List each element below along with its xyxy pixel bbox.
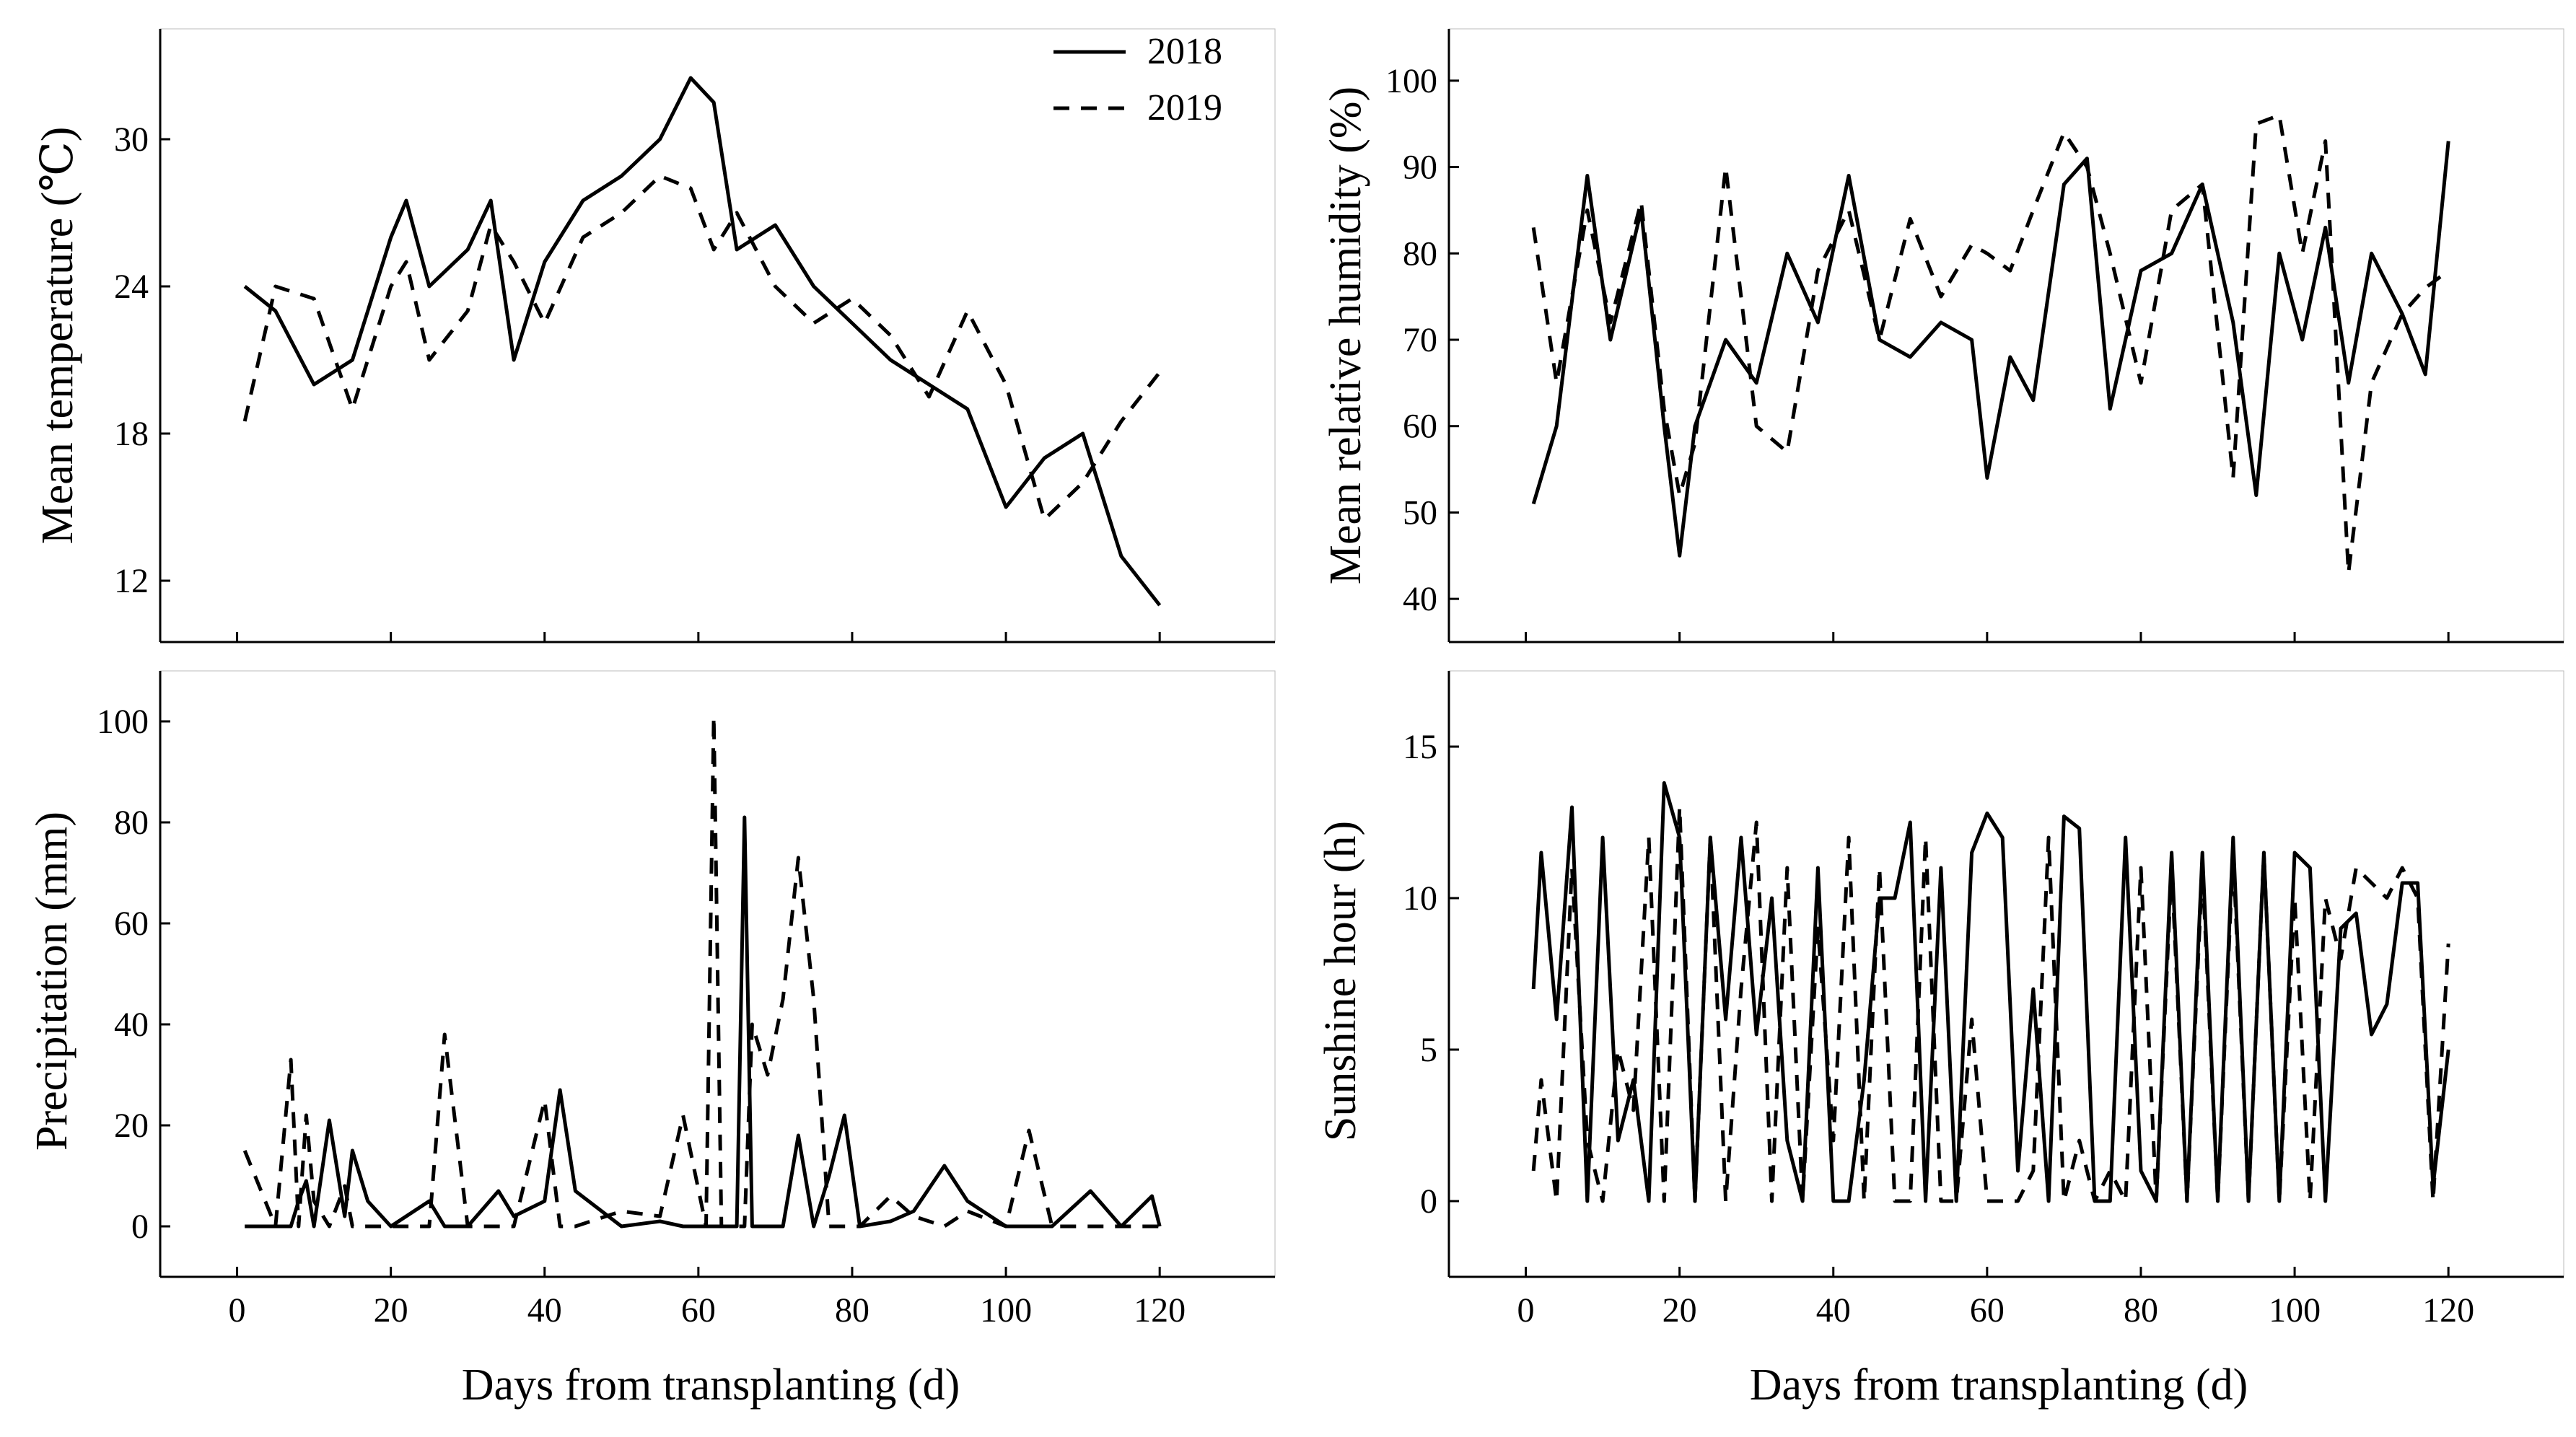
y-axis-title: Mean temperature (℃) <box>33 127 82 545</box>
y-tick-label: 70 <box>1403 321 1437 359</box>
series-line-2019 <box>242 174 1162 522</box>
plot-frame <box>1448 670 2564 1278</box>
y-axis-title: Sunshine hour (h) <box>1316 821 1365 1141</box>
legend: 2018 2019 <box>1053 31 1222 128</box>
y-tick-label: 0 <box>131 1208 149 1246</box>
y-tick-label: 60 <box>114 905 149 943</box>
legend-label-2019: 2019 <box>1147 87 1222 128</box>
x-tick-label: 80 <box>2124 1291 2158 1330</box>
y-tick-label: 100 <box>97 703 149 741</box>
y-tick-label: 100 <box>1385 62 1437 100</box>
axis-ticks: 40 50 60 70 80 90 100 <box>1385 62 2450 642</box>
y-tick-label: 18 <box>114 415 149 453</box>
x-tick-label: 100 <box>2269 1291 2321 1330</box>
y-tick-label: 80 <box>1403 234 1437 273</box>
x-tick-label: 20 <box>1662 1291 1697 1330</box>
series-line-2018 <box>243 76 1162 607</box>
axis-ticks: 0 20 40 60 80 100 120 0 20 40 60 80 100 <box>97 703 1186 1330</box>
axis-ticks: 12 18 24 30 <box>114 120 1161 642</box>
series-lines <box>1531 113 2450 575</box>
y-tick-label: 15 <box>1403 728 1437 766</box>
y-tick-label: 90 <box>1403 149 1437 187</box>
series-line-2018 <box>1531 141 2450 558</box>
panel-humidity: 40 50 60 70 80 90 100 Mean relative humidity (… <box>1321 28 2564 643</box>
y-tick-label: 50 <box>1403 493 1437 532</box>
x-tick-label: 0 <box>1517 1291 1535 1330</box>
y-tick-label: 0 <box>1420 1182 1437 1221</box>
series-line-2019 <box>1531 113 2450 575</box>
series-line-2019 <box>1531 805 2450 1203</box>
y-tick-label: 24 <box>114 268 149 306</box>
legend-label-2018: 2018 <box>1147 31 1222 72</box>
x-axis-title: Days from transplanting (d) <box>462 1361 960 1410</box>
y-axis-title: Mean relative humidity (%) <box>1321 87 1370 584</box>
y-tick-label: 30 <box>114 120 149 159</box>
y-tick-label: 5 <box>1420 1031 1437 1069</box>
x-tick-label: 80 <box>835 1291 869 1330</box>
y-tick-label: 40 <box>114 1006 149 1044</box>
series-lines <box>242 76 1162 607</box>
x-axis-title: Days from transplanting (d) <box>1750 1361 2248 1410</box>
y-tick-label: 20 <box>114 1107 149 1145</box>
x-tick-label: 20 <box>374 1291 408 1330</box>
panel-precipitation: 0 20 40 60 80 100 120 0 20 40 60 80 100 Precipitatio… <box>27 670 1276 1410</box>
y-tick-label: 60 <box>1403 408 1437 446</box>
series-lines <box>1531 781 2450 1203</box>
y-tick-label: 12 <box>114 562 149 600</box>
x-tick-label: 100 <box>980 1291 1032 1330</box>
panel-temperature: 12 18 24 30 Mean temperature (℃) 2018 2019 <box>33 28 1276 643</box>
x-tick-label: 0 <box>229 1291 246 1330</box>
y-tick-label: 40 <box>1403 580 1437 618</box>
y-tick-label: 80 <box>114 804 149 842</box>
series-line-2018 <box>1531 781 2450 1203</box>
x-tick-label: 60 <box>1970 1291 2005 1330</box>
y-tick-label: 10 <box>1403 879 1437 918</box>
x-tick-label: 40 <box>1816 1291 1851 1330</box>
series-line-2019 <box>242 714 1160 1229</box>
series-lines <box>242 714 1162 1229</box>
series-line-2018 <box>245 815 1162 1229</box>
x-tick-label: 120 <box>2422 1291 2474 1330</box>
x-tick-label: 120 <box>1134 1291 1186 1330</box>
x-tick-label: 60 <box>681 1291 716 1330</box>
y-axis-title: Precipitation (mm) <box>27 812 76 1151</box>
axis-ticks: 0 20 40 60 80 100 120 0 5 10 15 <box>1403 728 2474 1330</box>
x-tick-label: 40 <box>527 1291 562 1330</box>
plot-frame <box>1448 28 2564 643</box>
